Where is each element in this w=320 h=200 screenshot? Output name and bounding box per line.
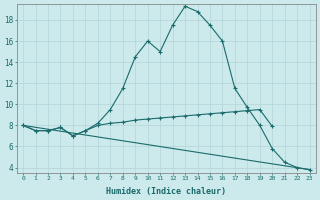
X-axis label: Humidex (Indice chaleur): Humidex (Indice chaleur): [106, 187, 226, 196]
